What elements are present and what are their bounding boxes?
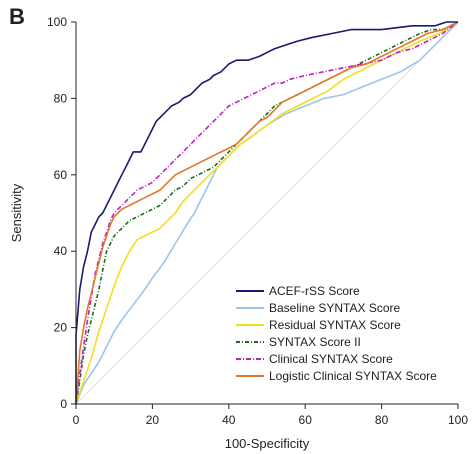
y-tick-label: 60	[54, 168, 68, 182]
series-layer	[75, 21, 459, 405]
y-tick-label: 80	[54, 91, 68, 105]
x-tick-label: 40	[222, 413, 236, 427]
reference-diagonal-line	[75, 21, 459, 405]
series-line	[75, 21, 459, 405]
legend-label: Logistic Clinical SYNTAX Score	[269, 369, 437, 383]
y-tick-layer: 0 20 40 60 80 100	[47, 15, 76, 411]
x-tick-label: 0	[73, 413, 80, 427]
legend-label: Residual SYNTAX Score	[269, 318, 401, 332]
x-tick-label: 60	[299, 413, 313, 427]
legend-label: SYNTAX Score II	[269, 335, 361, 349]
series-line	[75, 21, 458, 404]
legend-label: Baseline SYNTAX Score	[269, 301, 400, 315]
legend: ACEF-rSS Score Baseline SYNTAX Score Resid…	[236, 284, 437, 383]
y-tick-label: 40	[54, 244, 68, 258]
y-axis-title: Sensitivity	[9, 183, 24, 242]
x-axis-title: 100-Specificity	[225, 436, 310, 451]
y-tick-label: 20	[54, 321, 68, 335]
series-line	[75, 21, 459, 405]
x-tick-label: 80	[375, 413, 389, 427]
series-line	[75, 21, 459, 405]
x-tick-label: 100	[448, 413, 468, 427]
y-tick-label: 0	[60, 397, 67, 411]
legend-label: ACEF-rSS Score	[269, 284, 360, 298]
panel-label: B	[9, 4, 25, 29]
series-line	[75, 21, 459, 405]
legend-label: Clinical SYNTAX Score	[269, 352, 393, 366]
y-tick-label: 100	[47, 15, 67, 29]
x-tick-label: 20	[146, 413, 160, 427]
x-tick-layer: 0 20 40 60 80 100	[73, 404, 468, 427]
